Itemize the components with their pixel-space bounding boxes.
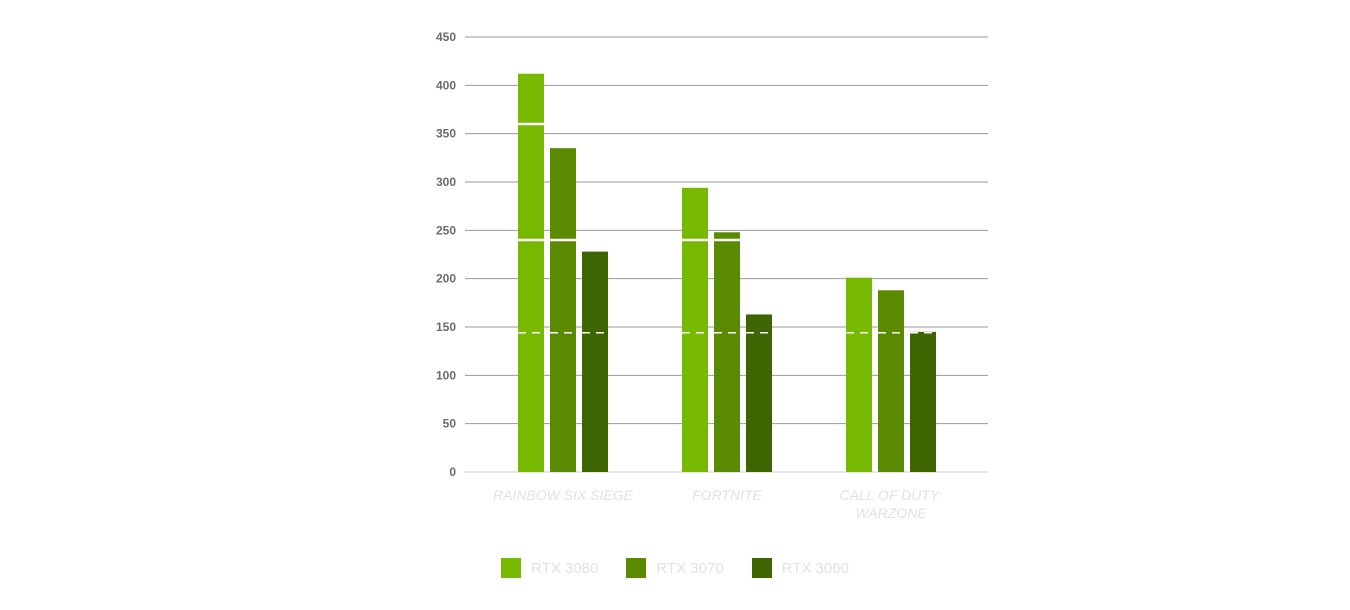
x-axis-labels: RAINBOW SIX SIEGE FORTNITE CALL OF DUTY: WA… — [493, 487, 943, 521]
bar-rtx-3070 — [550, 148, 576, 472]
bar-rtx-3060 — [582, 251, 608, 472]
bar-chart: 0 50 100 150 200 250 300 350 400 450 RAINBOW SIX … — [436, 30, 988, 521]
legend-swatch — [626, 558, 647, 578]
legend-swatch — [501, 558, 522, 578]
bar-rtx-3080 — [518, 73, 544, 472]
legend: RTX 3080 RTX 3070 RTX 3060 — [0, 558, 1350, 578]
y-tick-label: 350 — [436, 127, 456, 141]
legend-swatch — [751, 558, 772, 578]
reference-lines — [518, 122, 936, 334]
y-tick-label: 300 — [436, 175, 456, 189]
bar-rtx-3080 — [846, 277, 872, 472]
bar-rtx-3080 — [682, 187, 708, 473]
bar-rtx-3060 — [746, 314, 772, 472]
bars — [518, 73, 936, 473]
legend-label: RTX 3070 — [656, 559, 724, 577]
y-tick-label: 100 — [436, 368, 456, 382]
legend-item: RTX 3080 — [501, 558, 598, 578]
x-category-label: CALL OF DUTY: WARZONE — [839, 487, 942, 521]
y-tick-label: 250 — [436, 223, 456, 237]
x-category-label: FORTNITE — [692, 487, 762, 503]
bar-rtx-3070 — [714, 232, 740, 472]
legend-label: RTX 3060 — [781, 559, 849, 577]
bar-rtx-3070 — [878, 290, 904, 472]
y-tick-label: 150 — [436, 320, 456, 334]
legend-item: RTX 3070 — [626, 558, 724, 578]
y-tick-label: 450 — [436, 30, 456, 44]
legend-label: RTX 3080 — [531, 559, 599, 577]
bar-rtx-3060 — [910, 331, 936, 472]
y-tick-label: 400 — [436, 78, 456, 92]
legend-item: RTX 3060 — [751, 558, 849, 578]
y-axis-ticks: 0 50 100 150 200 250 300 350 400 450 — [436, 30, 456, 479]
y-tick-label: 200 — [436, 272, 456, 286]
y-tick-label: 50 — [443, 417, 457, 431]
x-category-label: RAINBOW SIX SIEGE — [493, 487, 634, 503]
y-tick-label: 0 — [449, 465, 456, 479]
